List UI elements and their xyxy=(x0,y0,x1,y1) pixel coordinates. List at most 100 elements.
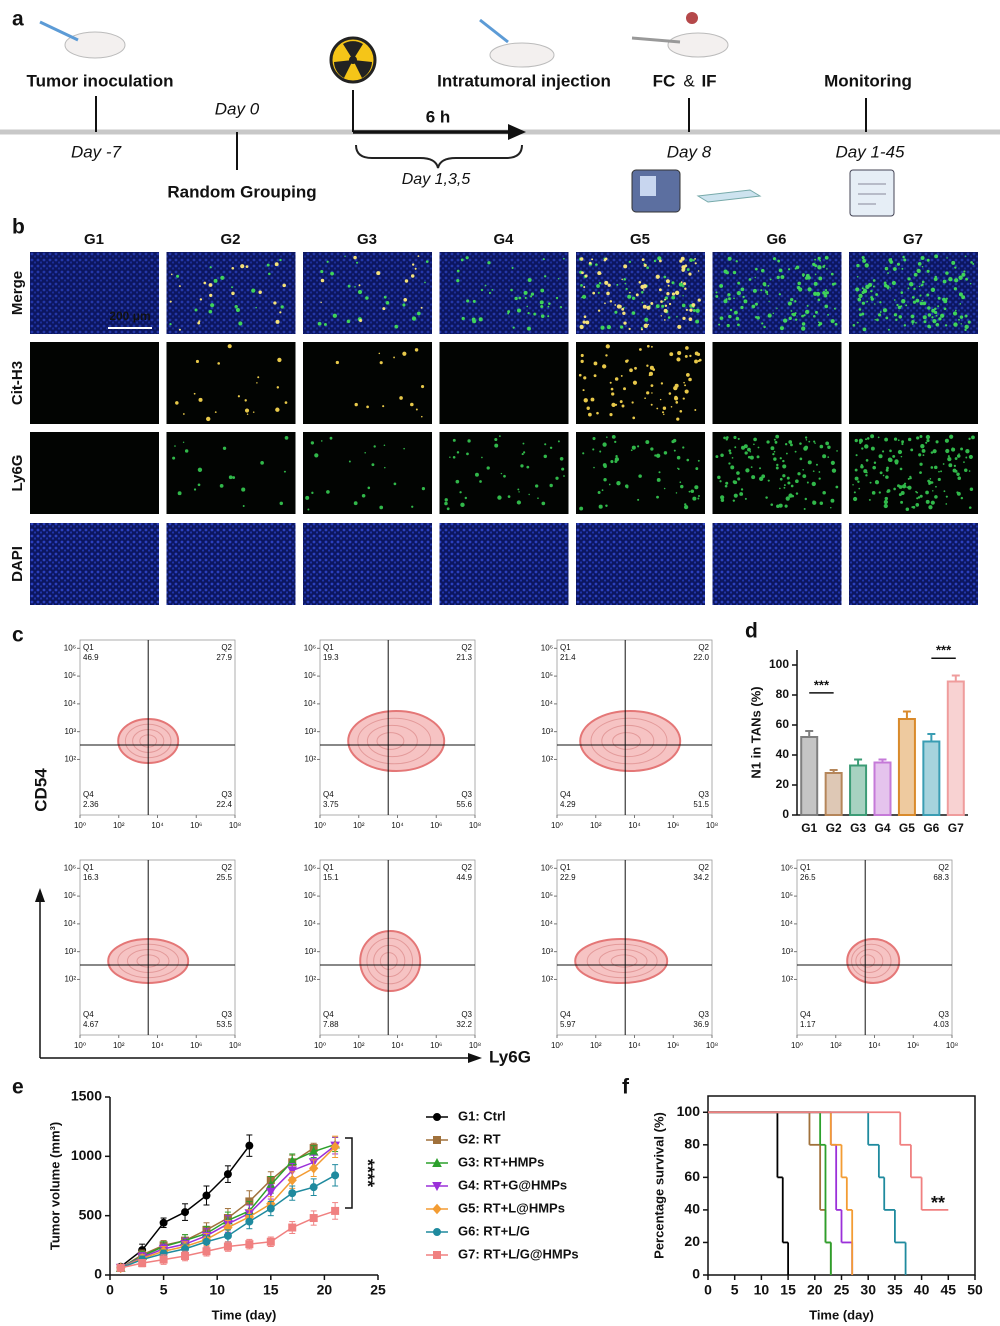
signal-dot xyxy=(663,413,665,416)
x-tick-label: 10⁶ xyxy=(667,821,679,830)
legend-label: G5: RT+L@HMPs xyxy=(458,1200,565,1215)
signal-dot xyxy=(486,466,490,470)
signal-dot xyxy=(444,498,448,502)
signal-dot xyxy=(896,303,899,307)
signal-dot xyxy=(518,296,522,300)
marker xyxy=(330,1141,340,1153)
signal-dot xyxy=(912,505,916,509)
quadrant-value: 44.9 xyxy=(456,873,472,882)
signal-dot xyxy=(725,438,728,441)
signal-dot xyxy=(598,504,603,509)
day-label: Day 1-45 xyxy=(836,142,906,161)
event-label: FC xyxy=(653,71,676,90)
signal-dot xyxy=(382,405,385,408)
signal-dot xyxy=(607,283,611,287)
quadrant-label: Q3 xyxy=(698,1010,709,1019)
marker xyxy=(309,1214,318,1223)
signal-dot xyxy=(642,304,647,309)
signal-dot xyxy=(371,463,375,467)
micrograph xyxy=(439,342,569,424)
signal-dot xyxy=(305,495,310,500)
x-tick-label: 10² xyxy=(830,1041,842,1050)
signal-dot xyxy=(796,285,801,290)
signal-dot xyxy=(600,325,605,330)
channel-label: DAPI xyxy=(9,546,26,582)
signal-dot xyxy=(801,326,806,331)
signal-dot xyxy=(623,321,627,325)
signal-dot xyxy=(465,256,469,260)
signal-dot xyxy=(804,436,808,439)
signal-dot xyxy=(797,472,801,476)
x-tick-label: 0 xyxy=(704,1282,712,1298)
signal-dot xyxy=(940,313,945,318)
signal-dot xyxy=(520,464,524,468)
signal-dot xyxy=(813,291,818,296)
signal-dot xyxy=(825,441,830,446)
signal-dot xyxy=(728,449,732,453)
signal-dot xyxy=(581,294,587,299)
signal-dot xyxy=(958,318,960,321)
signal-dot xyxy=(853,491,856,494)
signal-dot xyxy=(965,449,970,454)
signal-dot xyxy=(694,409,697,411)
signal-dot xyxy=(611,434,616,439)
signal-dot xyxy=(615,455,618,458)
signal-dot xyxy=(689,258,693,262)
signal-dot xyxy=(897,439,900,442)
signal-dot xyxy=(668,302,672,306)
quadrant-value: 51.5 xyxy=(693,800,709,809)
signal-dot xyxy=(326,490,330,494)
micrograph xyxy=(712,252,842,334)
signal-dot xyxy=(694,262,697,265)
signal-dot xyxy=(787,268,791,271)
signal-dot xyxy=(692,308,696,313)
signal-dot xyxy=(733,493,738,498)
signal-dot xyxy=(898,493,902,497)
quadrant-label: Q2 xyxy=(698,863,709,872)
signal-dot xyxy=(742,295,745,299)
signal-dot xyxy=(475,472,479,477)
signal-dot xyxy=(769,278,772,281)
signal-dot xyxy=(779,477,783,481)
cytometer-icon xyxy=(640,176,656,196)
signal-dot xyxy=(893,437,898,441)
signal-dot xyxy=(344,255,346,258)
signal-dot xyxy=(650,302,654,305)
bar xyxy=(849,764,868,816)
signal-dot xyxy=(623,264,628,269)
signal-dot xyxy=(918,285,921,288)
signal-dot xyxy=(929,478,932,480)
signal-dot xyxy=(670,405,673,408)
bar xyxy=(897,718,916,816)
y-tick-label: 1000 xyxy=(71,1147,102,1163)
signal-dot xyxy=(657,256,662,261)
x-tick-label: 10⁸ xyxy=(706,821,718,830)
x-tick-label: 10⁰ xyxy=(74,821,86,830)
signal-dot xyxy=(402,303,406,307)
signal-dot xyxy=(954,266,957,269)
signal-dot xyxy=(222,446,227,450)
signal-dot xyxy=(958,292,963,297)
signal-dot xyxy=(665,279,670,284)
micrograph-bg xyxy=(439,342,569,424)
marker xyxy=(432,1157,442,1167)
signal-dot xyxy=(517,488,520,491)
signal-dot xyxy=(915,298,920,303)
signal-dot xyxy=(523,290,528,295)
quadrant-label: Q4 xyxy=(560,790,571,799)
signal-dot xyxy=(606,291,610,296)
micrograph xyxy=(439,252,569,334)
y-tick-label: 10⁶ xyxy=(781,863,793,872)
signal-dot xyxy=(827,313,830,316)
group-label: G4 xyxy=(493,231,514,248)
signal-dot xyxy=(898,315,903,319)
signal-dot xyxy=(720,498,725,503)
signal-dot xyxy=(915,490,917,493)
signal-dot xyxy=(498,435,501,437)
signal-dot xyxy=(637,498,640,501)
signal-dot xyxy=(773,438,776,441)
signal-dot xyxy=(601,489,604,492)
signal-dot xyxy=(934,495,938,499)
signal-dot xyxy=(931,308,936,313)
signal-dot xyxy=(830,460,835,465)
